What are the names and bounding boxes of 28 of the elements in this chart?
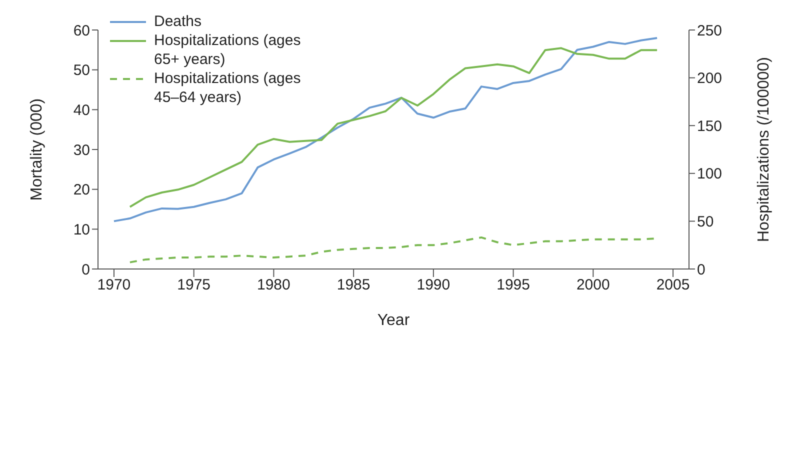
x-tick-label: 1985	[336, 276, 370, 294]
y2-tick-label: 250	[697, 22, 722, 40]
line-series	[128, 47, 658, 208]
y-tick-label: 40	[73, 102, 90, 119]
x-tick-label: 2005	[656, 276, 690, 294]
y2-tick-label: 0	[697, 261, 706, 278]
y-tick-label: 20	[73, 182, 90, 199]
y2-tick-label: 50	[697, 214, 714, 231]
y-tick-label: 10	[73, 221, 90, 238]
y-tick-label: 50	[73, 62, 90, 80]
x-tick-label: 1970	[97, 276, 131, 294]
y-tick-label: 60	[73, 22, 90, 40]
y2-tick-label: 200	[697, 70, 722, 88]
x-tick-label: 2000	[576, 276, 610, 294]
y2-axis-title: Hospitalizations (/100000)	[756, 57, 773, 242]
y2-tick-label: 150	[697, 118, 722, 135]
x-tick-label: 1980	[257, 276, 290, 294]
x-tick-label: 1975	[177, 276, 211, 294]
x-tick-label: 1995	[496, 276, 530, 294]
y-tick-label: 0	[82, 261, 90, 278]
x-tick-label: 1990	[416, 276, 450, 294]
x-axis-title: Year	[377, 312, 410, 329]
legend-label: Deaths	[154, 12, 203, 31]
legend-label: Hospitalizations (ages 45–64 years)	[154, 69, 302, 107]
legend-label: Hospitalizations (ages 65+ years)	[154, 31, 302, 69]
y-tick-label: 30	[73, 142, 90, 159]
y2-tick-label: 100	[697, 166, 722, 183]
y-axis-title: Mortality (000)	[28, 98, 46, 201]
